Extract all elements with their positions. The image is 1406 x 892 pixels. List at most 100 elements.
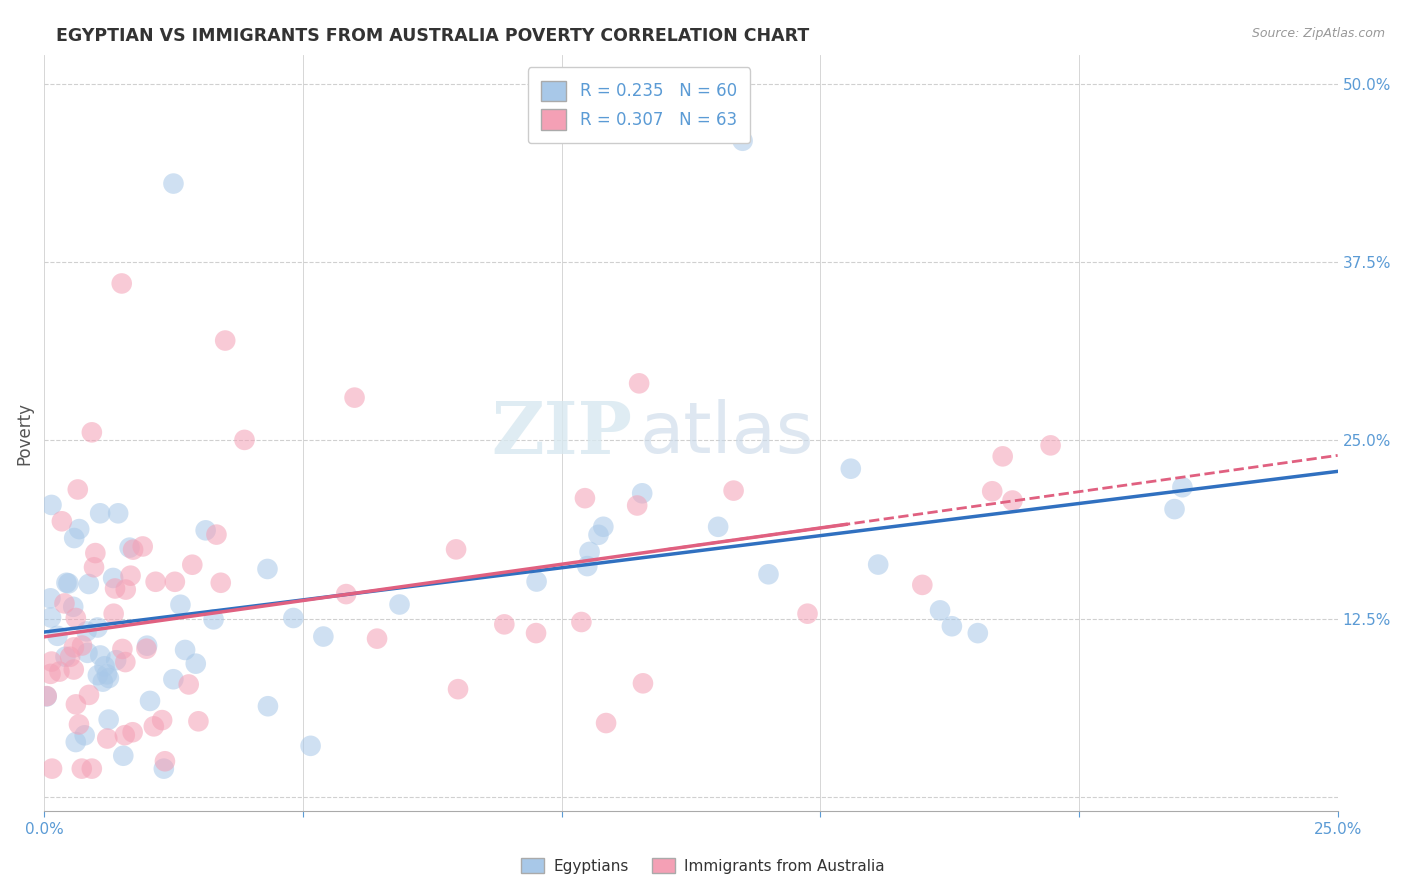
Point <box>70 639 93 653</box>
Point <box>67 717 90 731</box>
Point <box>101 571 124 585</box>
Point <box>114 728 136 742</box>
Point <box>55 575 77 590</box>
Point <box>153 762 176 776</box>
Point <box>494 617 516 632</box>
Point <box>105 653 128 667</box>
Point <box>86 620 108 634</box>
Point <box>73 728 96 742</box>
Point <box>66 483 89 497</box>
Point <box>1171 480 1194 494</box>
Legend: Egyptians, Immigrants from Australia: Egyptians, Immigrants from Australia <box>516 852 890 880</box>
Point <box>65 698 87 712</box>
Point <box>205 527 228 541</box>
Point <box>911 578 934 592</box>
Point <box>120 568 142 582</box>
Point <box>628 376 651 391</box>
Point <box>111 277 134 291</box>
Point <box>39 666 62 681</box>
Point <box>87 668 110 682</box>
Point <box>312 630 335 644</box>
Point <box>1001 493 1024 508</box>
Point <box>76 624 98 639</box>
Point <box>53 596 76 610</box>
Point <box>91 674 114 689</box>
Point <box>257 699 280 714</box>
Text: atlas: atlas <box>640 399 814 467</box>
Point <box>233 433 256 447</box>
Point <box>839 461 862 475</box>
Point <box>65 611 87 625</box>
Point <box>83 560 105 574</box>
Point <box>574 491 596 506</box>
Point <box>981 484 1004 499</box>
Point <box>868 558 890 572</box>
Point <box>343 391 366 405</box>
Point <box>39 591 62 606</box>
Point <box>283 611 305 625</box>
Point <box>631 676 654 690</box>
Point <box>187 714 209 729</box>
Point <box>162 672 184 686</box>
Point <box>67 522 90 536</box>
Point <box>524 626 547 640</box>
Point <box>153 754 176 768</box>
Point <box>631 486 654 500</box>
Point <box>731 134 754 148</box>
Point <box>41 655 63 669</box>
Point <box>991 450 1014 464</box>
Point <box>184 657 207 671</box>
Point <box>571 615 593 629</box>
Point <box>177 677 200 691</box>
Point <box>41 498 63 512</box>
Point <box>84 546 107 560</box>
Point <box>76 646 98 660</box>
Point <box>163 574 186 589</box>
Text: Source: ZipAtlas.com: Source: ZipAtlas.com <box>1251 27 1385 40</box>
Point <box>214 334 236 348</box>
Point <box>181 558 204 572</box>
Point <box>150 713 173 727</box>
Point <box>135 641 157 656</box>
Point <box>707 520 730 534</box>
Point <box>77 577 100 591</box>
Point <box>112 748 135 763</box>
Point <box>96 731 118 746</box>
Point <box>89 506 111 520</box>
Point <box>966 626 988 640</box>
Point <box>65 735 87 749</box>
Point <box>444 542 467 557</box>
Point <box>162 177 184 191</box>
Point <box>55 649 77 664</box>
Point <box>58 576 80 591</box>
Legend: R = 0.235   N = 60, R = 0.307   N = 63: R = 0.235 N = 60, R = 0.307 N = 63 <box>529 67 751 143</box>
Text: ZIP: ZIP <box>492 398 633 469</box>
Point <box>1039 438 1062 452</box>
Point <box>447 682 470 697</box>
Point <box>114 582 136 597</box>
Point <box>929 603 952 617</box>
Point <box>194 524 217 538</box>
Point <box>588 528 610 542</box>
Point <box>51 514 73 528</box>
Point <box>35 689 58 703</box>
Point <box>592 520 614 534</box>
Point <box>131 540 153 554</box>
Point <box>62 599 84 614</box>
Point <box>121 725 143 739</box>
Point <box>202 612 225 626</box>
Point <box>80 762 103 776</box>
Point <box>41 762 63 776</box>
Point <box>209 575 232 590</box>
Point <box>142 719 165 733</box>
Point <box>63 531 86 545</box>
Point <box>118 541 141 555</box>
Point <box>39 610 62 624</box>
Point <box>97 713 120 727</box>
Point <box>526 574 548 589</box>
Point <box>35 690 58 704</box>
Point <box>796 607 818 621</box>
Point <box>122 542 145 557</box>
Point <box>169 598 191 612</box>
Point <box>941 619 963 633</box>
